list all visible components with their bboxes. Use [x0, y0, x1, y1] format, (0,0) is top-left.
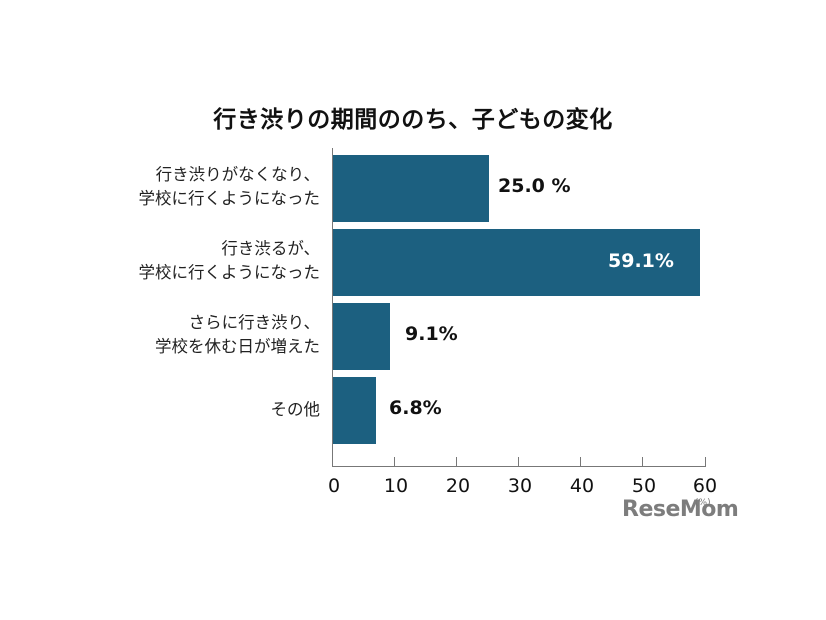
category-label-1: 行き渋りがなくなり、 学校に行くようになった: [139, 163, 321, 211]
category-label-4-line-1: その他: [270, 400, 321, 419]
x-tick-40: [580, 457, 581, 466]
x-tick-60: [705, 457, 706, 466]
x-tick-30: [518, 457, 519, 466]
value-label-4: 6.8%: [389, 397, 442, 419]
value-label-2: 59.1%: [608, 250, 674, 272]
value-label-1: 25.0 %: [498, 175, 571, 197]
bar-4: [333, 377, 376, 444]
category-label-2-line-2: 学校に行くようになった: [138, 263, 321, 282]
x-tick-label-40: 40: [569, 475, 595, 497]
category-label-3-line-2: 学校を休む日が増えた: [155, 337, 320, 356]
x-tick-label-30: 30: [507, 475, 533, 497]
category-label-3: さらに行き渋り、 学校を休む日が増えた: [155, 311, 320, 359]
y-axis-line: [332, 148, 333, 467]
category-label-1-line-2: 学校に行くようになった: [138, 189, 321, 208]
x-tick-10: [394, 457, 395, 466]
x-tick-label-60: 60: [692, 475, 718, 497]
category-label-3-line-1: さらに行き渋り、: [188, 313, 320, 332]
x-axis-line: [332, 466, 706, 467]
x-tick-20: [456, 457, 457, 466]
category-label-2: 行き渋るが、 学校に行くようになった: [139, 237, 321, 285]
category-label-2-line-1: 行き渋るが、: [221, 239, 320, 258]
x-tick-label-10: 10: [383, 475, 409, 497]
bar-2: [333, 229, 700, 296]
x-tick-50: [642, 457, 643, 466]
x-tick-label-50: 50: [631, 475, 657, 497]
category-label-4: その他: [271, 398, 321, 422]
x-axis-unit: (%): [695, 498, 711, 508]
chart-title: 行き渋りの期間ののち、子どもの変化: [213, 107, 613, 133]
watermark-logo: ReseMom: [622, 497, 739, 522]
category-label-1-line-1: 行き渋りがなくなり、: [155, 165, 320, 184]
value-label-3: 9.1%: [405, 323, 458, 345]
x-tick-label-20: 20: [445, 475, 471, 497]
x-tick-label-0: 0: [327, 475, 341, 497]
bar-1: [333, 155, 489, 222]
bar-3: [333, 303, 390, 370]
